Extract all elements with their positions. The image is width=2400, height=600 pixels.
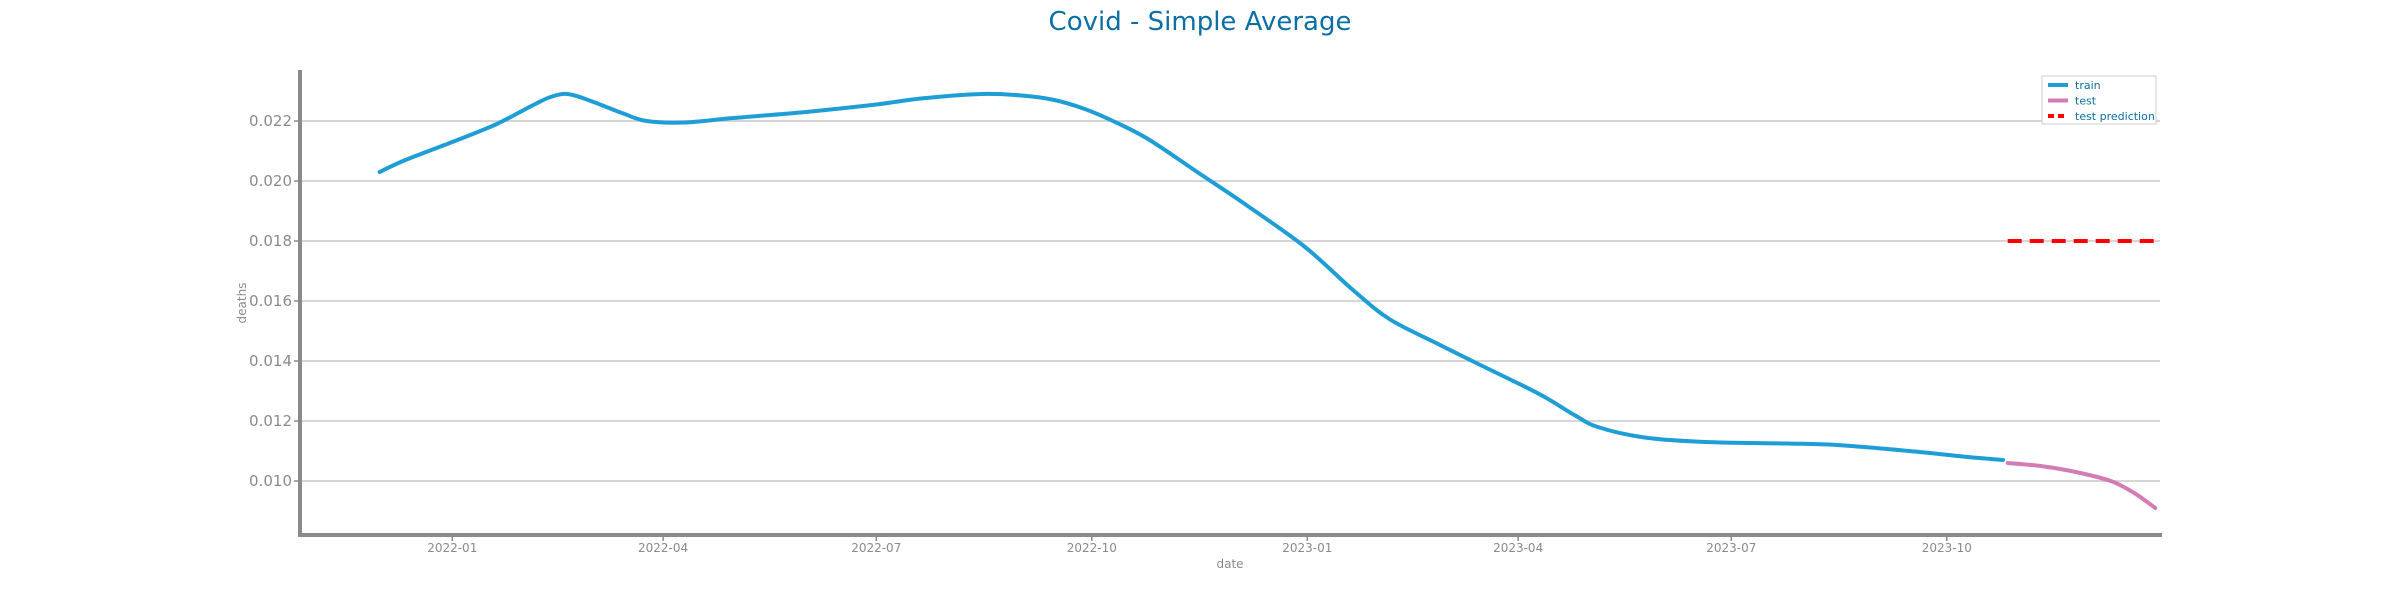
- y-tick-label: 0.022: [249, 112, 292, 130]
- chart-title: Covid - Simple Average: [1049, 7, 1352, 37]
- y-tick-label: 0.018: [249, 232, 292, 250]
- series-lines: [377, 91, 2158, 510]
- y-axis-label: deaths: [235, 283, 249, 324]
- x-axis-ticks: 2022-01 2022-04 2022-07 2022-10 2023-01 2023-…: [427, 535, 1972, 555]
- x-tick-label: 2022-07: [851, 541, 901, 555]
- legend: train test test prediction: [2041, 75, 2157, 125]
- y-tick-label: 0.016: [249, 292, 292, 310]
- y-tick-label: 0.012: [249, 412, 292, 430]
- x-tick-label: 2023-01: [1282, 541, 1332, 555]
- legend-label-test-prediction: test prediction: [2075, 110, 2155, 123]
- y-tick-label: 0.010: [249, 472, 292, 490]
- x-tick-label: 2022-10: [1067, 541, 1117, 555]
- x-tick-label: 2022-01: [427, 541, 477, 555]
- legend-entries: train test test prediction: [2048, 79, 2155, 123]
- legend-label-train: train: [2075, 79, 2101, 92]
- series-line-train: [377, 91, 2005, 462]
- legend-label-test: test: [2075, 95, 2097, 108]
- x-tick-label: 2023-04: [1493, 541, 1543, 555]
- y-tick-label: 0.020: [249, 172, 292, 190]
- x-tick-label: 2023-07: [1706, 541, 1756, 555]
- series-line-test: [2005, 461, 2158, 510]
- y-tick-label: 0.014: [249, 352, 292, 370]
- y-axis-ticks: 0.010 0.012 0.014 0.016 0.018 0.020 0.022: [249, 112, 300, 490]
- x-axis-label: date: [1216, 557, 1243, 571]
- x-tick-label: 2023-10: [1922, 541, 1972, 555]
- x-tick-label: 2022-04: [638, 541, 688, 555]
- grid-lines: [300, 120, 2160, 482]
